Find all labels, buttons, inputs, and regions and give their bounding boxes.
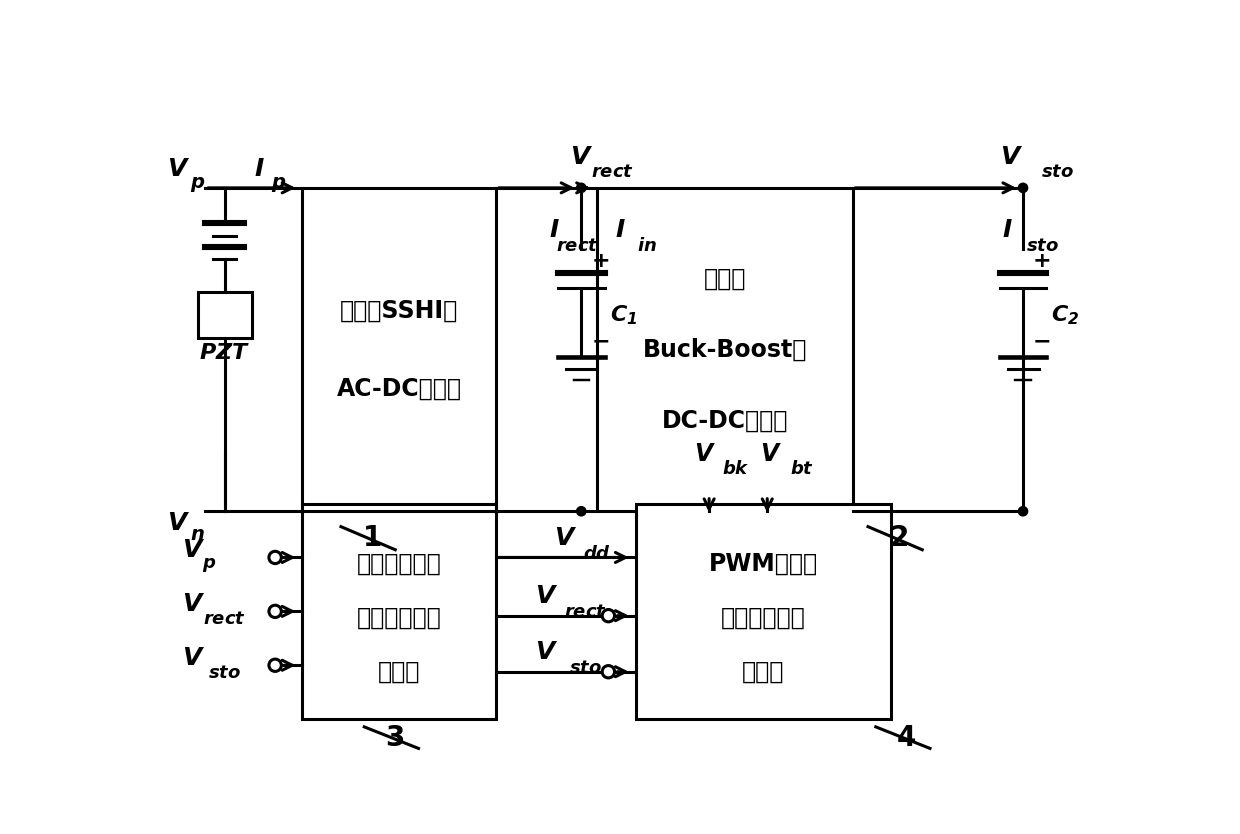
Text: AC-DC整流器: AC-DC整流器 bbox=[336, 376, 461, 400]
Text: 择电路: 择电路 bbox=[378, 660, 420, 684]
Text: 择电路: 择电路 bbox=[743, 660, 785, 684]
Text: 2: 2 bbox=[889, 525, 909, 552]
Text: $\bfit{V}$: $\bfit{V}$ bbox=[182, 591, 206, 615]
Circle shape bbox=[269, 551, 281, 564]
Bar bbox=[303, 504, 496, 719]
Text: $\bfit{sto}$: $\bfit{sto}$ bbox=[1042, 163, 1074, 182]
Text: 与工作模式选: 与工作模式选 bbox=[720, 605, 806, 630]
Text: $\bfit{bk}$: $\bfit{bk}$ bbox=[723, 460, 750, 478]
Text: 3: 3 bbox=[386, 725, 405, 752]
Text: $\bfit{V}$: $\bfit{V}$ bbox=[182, 646, 206, 670]
Text: $\bfit{C_2}$: $\bfit{C_2}$ bbox=[1052, 303, 1080, 327]
Bar bbox=[303, 188, 496, 511]
Text: +: + bbox=[591, 251, 610, 271]
Text: 4: 4 bbox=[897, 725, 916, 752]
Circle shape bbox=[1018, 506, 1028, 516]
Text: $\bfit{rect}$: $\bfit{rect}$ bbox=[556, 237, 599, 254]
Text: $\bfit{V}$: $\bfit{V}$ bbox=[166, 510, 190, 535]
Bar bbox=[596, 188, 853, 511]
Text: 1: 1 bbox=[362, 525, 382, 552]
Text: Buck-Boost型: Buck-Boost型 bbox=[642, 338, 807, 362]
Text: −: − bbox=[591, 332, 610, 352]
Text: $\bfit{I}$: $\bfit{I}$ bbox=[549, 219, 559, 242]
Text: $\bfit{C_1}$: $\bfit{C_1}$ bbox=[610, 303, 637, 327]
Text: $\bfit{V}$: $\bfit{V}$ bbox=[166, 157, 190, 181]
Text: $\bfit{rect}$: $\bfit{rect}$ bbox=[564, 603, 606, 620]
Text: $\bfit{PZT}$: $\bfit{PZT}$ bbox=[200, 344, 250, 364]
Text: $\bfit{p}$: $\bfit{p}$ bbox=[272, 174, 286, 193]
Circle shape bbox=[577, 183, 587, 193]
Text: $\bfit{rect}$: $\bfit{rect}$ bbox=[203, 610, 247, 628]
Text: $\bfit{V}$: $\bfit{V}$ bbox=[999, 145, 1023, 169]
Text: $\bfit{I}$: $\bfit{I}$ bbox=[615, 219, 625, 242]
Text: $\bfit{dd}$: $\bfit{dd}$ bbox=[583, 545, 611, 563]
Text: $\bfit{p}$: $\bfit{p}$ bbox=[190, 174, 206, 193]
Text: $\bfit{V}$: $\bfit{V}$ bbox=[694, 441, 717, 465]
Circle shape bbox=[1018, 183, 1028, 193]
Bar bbox=[197, 292, 252, 338]
Text: +: + bbox=[1033, 251, 1052, 271]
Circle shape bbox=[577, 506, 587, 516]
Text: $\bfit{p}$: $\bfit{p}$ bbox=[202, 556, 217, 574]
Bar bbox=[635, 504, 892, 719]
Text: $\bfit{V}$: $\bfit{V}$ bbox=[182, 538, 206, 562]
Text: 自供电SSHI型: 自供电SSHI型 bbox=[340, 299, 459, 323]
Text: $\bfit{I}$: $\bfit{I}$ bbox=[254, 157, 265, 181]
Text: −: − bbox=[1033, 332, 1052, 352]
Circle shape bbox=[603, 610, 615, 622]
Circle shape bbox=[269, 605, 281, 617]
Circle shape bbox=[603, 666, 615, 678]
Text: $\bfit{bt}$: $\bfit{bt}$ bbox=[790, 460, 815, 478]
Text: $\bfit{V}$: $\bfit{V}$ bbox=[534, 585, 558, 609]
Text: 双开关: 双开关 bbox=[703, 266, 745, 290]
Text: $\bfit{sto}$: $\bfit{sto}$ bbox=[208, 664, 242, 682]
Text: $\bfit{V}$: $\bfit{V}$ bbox=[569, 145, 593, 169]
Text: $\bfit{in}$: $\bfit{in}$ bbox=[637, 237, 657, 254]
Text: 与工作电源选: 与工作电源选 bbox=[357, 605, 441, 630]
Text: $\bfit{sto}$: $\bfit{sto}$ bbox=[569, 659, 601, 677]
Circle shape bbox=[269, 659, 281, 671]
Text: $\bfit{V}$: $\bfit{V}$ bbox=[554, 526, 578, 550]
Text: 滞回比较控制: 滞回比较控制 bbox=[357, 552, 441, 576]
Text: $\bfit{n}$: $\bfit{n}$ bbox=[190, 525, 205, 544]
Text: PWM波发生: PWM波发生 bbox=[709, 552, 818, 576]
Text: DC-DC变换器: DC-DC变换器 bbox=[661, 409, 787, 433]
Text: $\bfit{sto}$: $\bfit{sto}$ bbox=[1025, 237, 1059, 254]
Text: $\bfit{V}$: $\bfit{V}$ bbox=[534, 641, 558, 665]
Text: $\bfit{V}$: $\bfit{V}$ bbox=[760, 441, 782, 465]
Text: $\bfit{I}$: $\bfit{I}$ bbox=[1002, 219, 1013, 242]
Text: $\bfit{rect}$: $\bfit{rect}$ bbox=[590, 163, 634, 182]
